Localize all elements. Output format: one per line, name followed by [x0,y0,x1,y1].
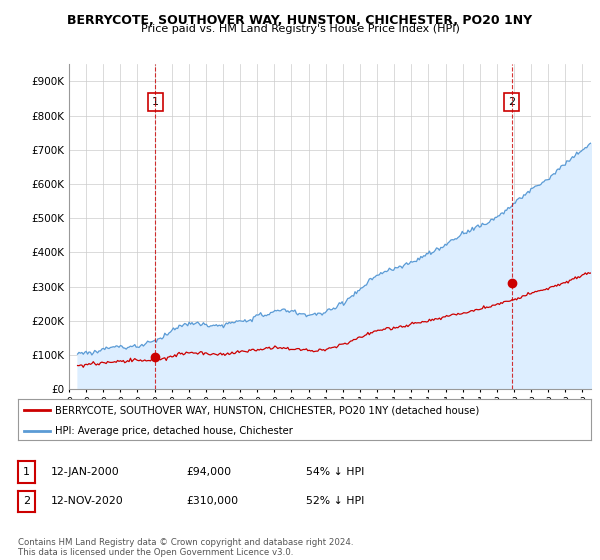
Text: 12-JAN-2000: 12-JAN-2000 [51,467,120,477]
Text: 1: 1 [23,467,30,477]
Text: 54% ↓ HPI: 54% ↓ HPI [306,467,364,477]
Text: £94,000: £94,000 [186,467,231,477]
Text: 1: 1 [152,97,159,107]
Text: 2: 2 [23,496,30,506]
Text: 2: 2 [508,97,515,107]
Text: Contains HM Land Registry data © Crown copyright and database right 2024.
This d: Contains HM Land Registry data © Crown c… [18,538,353,557]
Text: 12-NOV-2020: 12-NOV-2020 [51,496,124,506]
Text: HPI: Average price, detached house, Chichester: HPI: Average price, detached house, Chic… [55,426,293,436]
Text: £310,000: £310,000 [186,496,238,506]
Text: BERRYCOTE, SOUTHOVER WAY, HUNSTON, CHICHESTER, PO20 1NY (detached house): BERRYCOTE, SOUTHOVER WAY, HUNSTON, CHICH… [55,405,479,415]
Text: Price paid vs. HM Land Registry's House Price Index (HPI): Price paid vs. HM Land Registry's House … [140,24,460,34]
Text: BERRYCOTE, SOUTHOVER WAY, HUNSTON, CHICHESTER, PO20 1NY: BERRYCOTE, SOUTHOVER WAY, HUNSTON, CHICH… [67,14,533,27]
Text: 52% ↓ HPI: 52% ↓ HPI [306,496,364,506]
